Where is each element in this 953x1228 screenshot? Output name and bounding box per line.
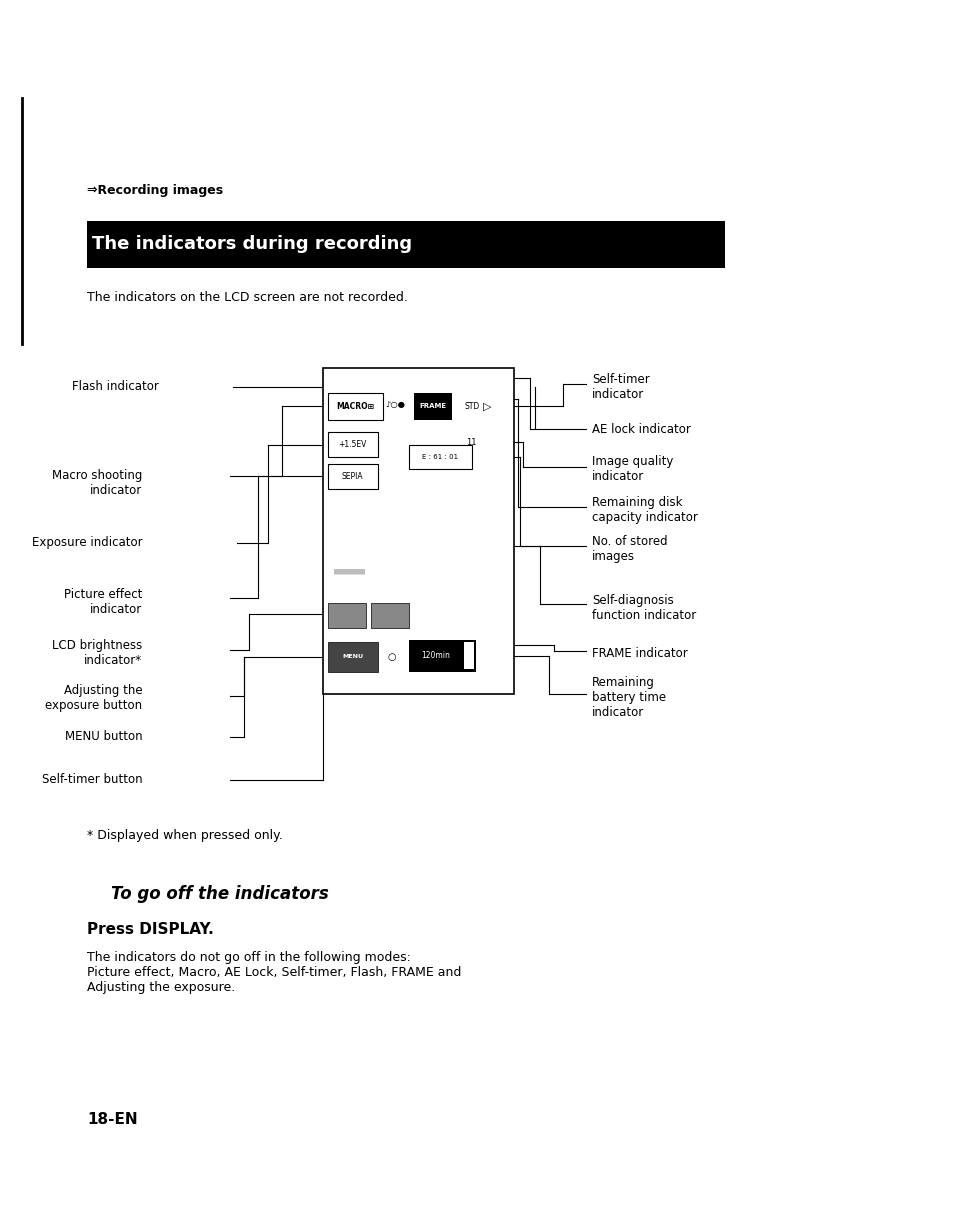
Text: The indicators do not go off in the following modes:
Picture effect, Macro, AE L: The indicators do not go off in the foll… [87,950,461,995]
Text: Picture effect
indicator: Picture effect indicator [64,588,142,615]
Text: ||||||||||||||||: |||||||||||||||| [333,569,364,573]
FancyBboxPatch shape [328,642,377,672]
Text: MENU: MENU [342,655,363,659]
Text: Flash indicator: Flash indicator [71,381,158,393]
FancyBboxPatch shape [414,393,452,420]
Text: To go off the indicators: To go off the indicators [111,885,328,903]
Text: ○: ○ [387,652,395,662]
FancyBboxPatch shape [464,642,474,669]
FancyBboxPatch shape [409,445,472,469]
Text: SEPIA: SEPIA [341,472,363,481]
Text: MENU button: MENU button [65,731,142,743]
Text: E : 61 : 01: E : 61 : 01 [422,454,458,459]
Text: ⇒Recording images: ⇒Recording images [87,184,223,196]
Text: Macro shooting
indicator: Macro shooting indicator [51,469,142,496]
Text: AE lock indicator: AE lock indicator [591,424,690,436]
FancyBboxPatch shape [409,640,476,672]
FancyBboxPatch shape [87,221,724,268]
Text: LCD brightness
indicator*: LCD brightness indicator* [51,640,142,667]
Text: * Displayed when pressed only.: * Displayed when pressed only. [87,829,282,841]
Text: Self-diagnosis
function indicator: Self-diagnosis function indicator [591,594,696,621]
Text: ♪○●: ♪○● [384,399,404,409]
Text: Exposure indicator: Exposure indicator [31,537,142,549]
Text: Self-timer button: Self-timer button [42,774,142,786]
FancyBboxPatch shape [328,464,377,489]
Text: +1.5EV: +1.5EV [338,440,367,449]
Text: STD: STD [464,402,479,411]
Text: Press DISPLAY.: Press DISPLAY. [87,922,213,937]
Text: Self-timer
indicator: Self-timer indicator [591,373,649,400]
Text: 120min: 120min [421,651,450,661]
Text: FRAME: FRAME [418,404,446,409]
FancyBboxPatch shape [371,603,409,628]
Text: Image quality
indicator: Image quality indicator [591,456,673,483]
Text: Adjusting the
exposure button: Adjusting the exposure button [45,684,142,711]
FancyBboxPatch shape [328,603,366,628]
Text: Remaining
battery time
indicator: Remaining battery time indicator [591,675,665,720]
Text: The indicators on the LCD screen are not recorded.: The indicators on the LCD screen are not… [87,291,407,303]
Text: No. of stored
images: No. of stored images [591,535,667,562]
FancyBboxPatch shape [323,368,514,694]
Text: 18-EN: 18-EN [87,1113,137,1127]
Text: 11: 11 [465,437,476,447]
FancyBboxPatch shape [328,432,377,457]
Text: ▷: ▷ [483,402,492,411]
Text: Remaining disk
capacity indicator: Remaining disk capacity indicator [591,496,697,523]
Text: The indicators during recording: The indicators during recording [91,236,412,253]
FancyBboxPatch shape [328,393,383,420]
Text: MACRO⊞: MACRO⊞ [336,402,375,411]
Text: FRAME indicator: FRAME indicator [591,647,687,659]
